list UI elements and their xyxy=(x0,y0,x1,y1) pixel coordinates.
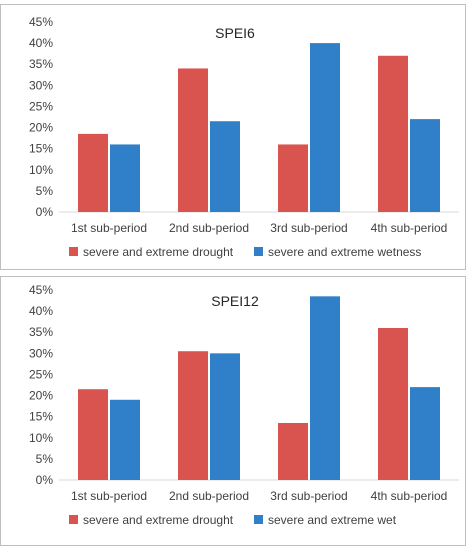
y-tick-label: 10% xyxy=(29,431,53,445)
bar-drought xyxy=(278,423,308,480)
y-tick-label: 15% xyxy=(29,142,53,156)
category-label: 4th sub-period xyxy=(371,221,448,235)
y-tick-label: 5% xyxy=(36,452,54,466)
bar-drought xyxy=(278,144,308,212)
y-tick-label: 20% xyxy=(29,389,53,403)
y-tick-label: 35% xyxy=(29,325,53,339)
legend-label-drought: severe and extreme drought xyxy=(83,513,234,527)
y-tick-label: 10% xyxy=(29,163,53,177)
y-tick-label: 30% xyxy=(29,346,53,360)
legend-label-wet: severe and extreme wetness xyxy=(268,245,421,259)
y-tick-label: 40% xyxy=(29,304,53,318)
y-tick-label: 20% xyxy=(29,121,53,135)
category-label: 1st sub-period xyxy=(71,489,147,503)
y-tick-label: 40% xyxy=(29,36,53,50)
y-tick-label: 35% xyxy=(29,57,53,71)
bar-wet xyxy=(410,387,440,480)
legend-swatch-wet xyxy=(254,247,263,256)
y-tick-label: 45% xyxy=(29,15,53,29)
category-label: 2nd sub-period xyxy=(169,221,249,235)
category-label: 4th sub-period xyxy=(371,489,448,503)
chart-panel-spei6: 0% 5% 10% 15% 20% 25% 30% 35% 40% 45% 1st sub-peri… xyxy=(0,4,466,270)
bar-drought xyxy=(378,328,408,480)
y-tick-label: 45% xyxy=(29,283,53,297)
y-tick-label: 15% xyxy=(29,410,53,424)
y-tick-label: 0% xyxy=(36,205,54,219)
bar-drought xyxy=(78,389,108,480)
chart-panel-spei12: 0% 5% 10% 15% 20% 25% 30% 35% 40% 45% 1st sub-peri… xyxy=(0,276,466,546)
category-label: 2nd sub-period xyxy=(169,489,249,503)
chart-spei6: 0% 5% 10% 15% 20% 25% 30% 35% 40% 45% 1st sub-peri… xyxy=(29,15,459,259)
chart-spei12: 0% 5% 10% 15% 20% 25% 30% 35% 40% 45% 1st sub-peri… xyxy=(29,283,459,527)
bar-wet xyxy=(110,144,140,212)
y-tick-label: 30% xyxy=(29,78,53,92)
y-tick-label: 5% xyxy=(36,184,54,198)
category-label: 3rd sub-period xyxy=(270,221,347,235)
legend-swatch-wet xyxy=(254,515,263,524)
legend-label-wet: severe and extreme wet xyxy=(268,513,397,527)
bar-drought xyxy=(178,351,208,480)
bar-wet xyxy=(210,353,240,480)
category-label: 3rd sub-period xyxy=(270,489,347,503)
bar-drought xyxy=(178,68,208,212)
chart-title: SPEI12 xyxy=(211,293,259,309)
legend-label-drought: severe and extreme drought xyxy=(83,245,234,259)
legend-swatch-drought xyxy=(69,515,78,524)
bar-drought xyxy=(378,55,408,213)
y-tick-label: 25% xyxy=(29,367,53,381)
bar-wet xyxy=(410,119,440,212)
bar-wet xyxy=(310,296,340,480)
chart-title: SPEI6 xyxy=(215,25,255,41)
category-label: 1st sub-period xyxy=(71,221,147,235)
bar-wet xyxy=(110,399,140,480)
bar-wet xyxy=(310,43,340,212)
y-tick-label: 0% xyxy=(36,473,54,487)
bar-wet xyxy=(210,121,240,212)
bar-drought xyxy=(78,133,108,212)
y-tick-label: 25% xyxy=(29,99,53,113)
legend-swatch-drought xyxy=(69,247,78,256)
